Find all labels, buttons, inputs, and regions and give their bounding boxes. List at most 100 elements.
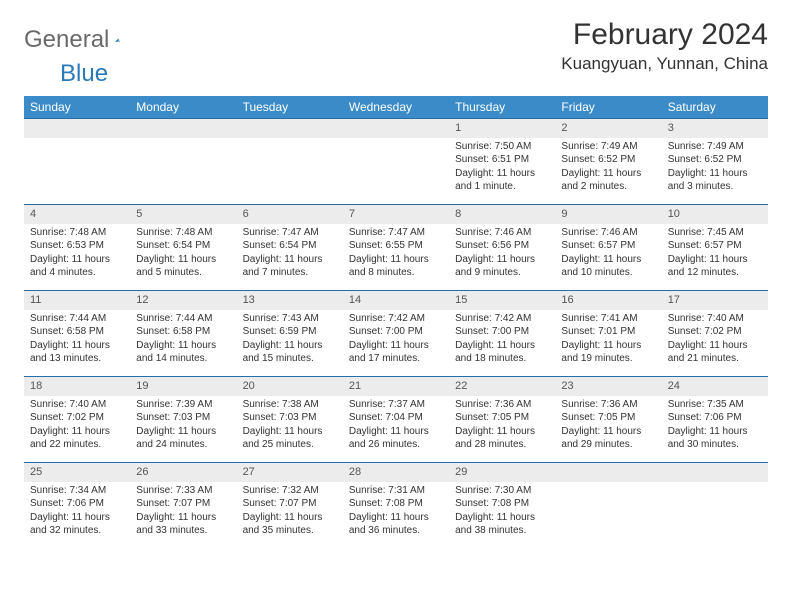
day-content: Sunrise: 7:39 AMSunset: 7:03 PMDaylight:… bbox=[130, 396, 236, 456]
calendar-cell: 10Sunrise: 7:45 AMSunset: 6:57 PMDayligh… bbox=[662, 204, 768, 290]
day-content: Sunrise: 7:31 AMSunset: 7:08 PMDaylight:… bbox=[343, 482, 449, 542]
day-content: Sunrise: 7:42 AMSunset: 7:00 PMDaylight:… bbox=[449, 310, 555, 370]
calendar-cell: 17Sunrise: 7:40 AMSunset: 7:02 PMDayligh… bbox=[662, 290, 768, 376]
calendar-cell: 3Sunrise: 7:49 AMSunset: 6:52 PMDaylight… bbox=[662, 118, 768, 204]
day-number: 28 bbox=[343, 462, 449, 482]
calendar-cell: 26Sunrise: 7:33 AMSunset: 7:07 PMDayligh… bbox=[130, 462, 236, 548]
day-content: Sunrise: 7:50 AMSunset: 6:51 PMDaylight:… bbox=[449, 138, 555, 198]
day-content: Sunrise: 7:33 AMSunset: 7:07 PMDaylight:… bbox=[130, 482, 236, 542]
day-content: Sunrise: 7:36 AMSunset: 7:05 PMDaylight:… bbox=[449, 396, 555, 456]
day-number: 6 bbox=[237, 204, 343, 224]
day-number: 4 bbox=[24, 204, 130, 224]
logo-sail-icon bbox=[115, 30, 120, 50]
day-number: 21 bbox=[343, 376, 449, 396]
calendar-cell: 15Sunrise: 7:42 AMSunset: 7:00 PMDayligh… bbox=[449, 290, 555, 376]
logo: General bbox=[24, 26, 143, 54]
logo-word-1: General bbox=[24, 26, 109, 54]
day-number: 29 bbox=[449, 462, 555, 482]
calendar-cell: 13Sunrise: 7:43 AMSunset: 6:59 PMDayligh… bbox=[237, 290, 343, 376]
day-number: 2 bbox=[555, 118, 661, 138]
title-block: February 2024 Kuangyuan, Yunnan, China bbox=[561, 18, 768, 74]
day-number: 7 bbox=[343, 204, 449, 224]
day-content: Sunrise: 7:48 AMSunset: 6:53 PMDaylight:… bbox=[24, 224, 130, 284]
day-number: 17 bbox=[662, 290, 768, 310]
daynum-bar-empty bbox=[555, 462, 661, 482]
calendar-cell: 6Sunrise: 7:47 AMSunset: 6:54 PMDaylight… bbox=[237, 204, 343, 290]
calendar-cell: 19Sunrise: 7:39 AMSunset: 7:03 PMDayligh… bbox=[130, 376, 236, 462]
day-number: 12 bbox=[130, 290, 236, 310]
calendar-cell: 27Sunrise: 7:32 AMSunset: 7:07 PMDayligh… bbox=[237, 462, 343, 548]
day-content: Sunrise: 7:40 AMSunset: 7:02 PMDaylight:… bbox=[662, 310, 768, 370]
day-header: Friday bbox=[555, 96, 661, 118]
day-content: Sunrise: 7:36 AMSunset: 7:05 PMDaylight:… bbox=[555, 396, 661, 456]
calendar-cell: 4Sunrise: 7:48 AMSunset: 6:53 PMDaylight… bbox=[24, 204, 130, 290]
day-number: 3 bbox=[662, 118, 768, 138]
location: Kuangyuan, Yunnan, China bbox=[561, 54, 768, 74]
calendar-cell bbox=[343, 118, 449, 204]
day-content: Sunrise: 7:35 AMSunset: 7:06 PMDaylight:… bbox=[662, 396, 768, 456]
calendar-cell: 2Sunrise: 7:49 AMSunset: 6:52 PMDaylight… bbox=[555, 118, 661, 204]
daynum-bar-empty bbox=[662, 462, 768, 482]
day-content: Sunrise: 7:38 AMSunset: 7:03 PMDaylight:… bbox=[237, 396, 343, 456]
logo-word-2: Blue bbox=[60, 60, 108, 88]
day-header: Sunday bbox=[24, 96, 130, 118]
calendar-cell bbox=[130, 118, 236, 204]
day-number: 22 bbox=[449, 376, 555, 396]
day-number: 26 bbox=[130, 462, 236, 482]
day-number: 15 bbox=[449, 290, 555, 310]
day-header: Saturday bbox=[662, 96, 768, 118]
day-number: 8 bbox=[449, 204, 555, 224]
daynum-bar-empty bbox=[237, 118, 343, 138]
calendar-week: 4Sunrise: 7:48 AMSunset: 6:53 PMDaylight… bbox=[24, 204, 768, 290]
calendar-cell: 21Sunrise: 7:37 AMSunset: 7:04 PMDayligh… bbox=[343, 376, 449, 462]
day-number: 14 bbox=[343, 290, 449, 310]
calendar-cell: 18Sunrise: 7:40 AMSunset: 7:02 PMDayligh… bbox=[24, 376, 130, 462]
day-content: Sunrise: 7:34 AMSunset: 7:06 PMDaylight:… bbox=[24, 482, 130, 542]
day-number: 19 bbox=[130, 376, 236, 396]
calendar-cell: 20Sunrise: 7:38 AMSunset: 7:03 PMDayligh… bbox=[237, 376, 343, 462]
day-number: 20 bbox=[237, 376, 343, 396]
day-header-row: Sunday Monday Tuesday Wednesday Thursday… bbox=[24, 96, 768, 118]
day-content: Sunrise: 7:49 AMSunset: 6:52 PMDaylight:… bbox=[662, 138, 768, 198]
day-content: Sunrise: 7:32 AMSunset: 7:07 PMDaylight:… bbox=[237, 482, 343, 542]
day-content: Sunrise: 7:30 AMSunset: 7:08 PMDaylight:… bbox=[449, 482, 555, 542]
day-content: Sunrise: 7:43 AMSunset: 6:59 PMDaylight:… bbox=[237, 310, 343, 370]
day-content: Sunrise: 7:42 AMSunset: 7:00 PMDaylight:… bbox=[343, 310, 449, 370]
day-number: 10 bbox=[662, 204, 768, 224]
day-content: Sunrise: 7:49 AMSunset: 6:52 PMDaylight:… bbox=[555, 138, 661, 198]
calendar-cell bbox=[555, 462, 661, 548]
day-header: Thursday bbox=[449, 96, 555, 118]
calendar-cell: 1Sunrise: 7:50 AMSunset: 6:51 PMDaylight… bbox=[449, 118, 555, 204]
day-number: 23 bbox=[555, 376, 661, 396]
day-number: 9 bbox=[555, 204, 661, 224]
calendar-cell: 16Sunrise: 7:41 AMSunset: 7:01 PMDayligh… bbox=[555, 290, 661, 376]
day-content: Sunrise: 7:44 AMSunset: 6:58 PMDaylight:… bbox=[130, 310, 236, 370]
calendar-table: Sunday Monday Tuesday Wednesday Thursday… bbox=[24, 96, 768, 548]
calendar-cell: 22Sunrise: 7:36 AMSunset: 7:05 PMDayligh… bbox=[449, 376, 555, 462]
daynum-bar-empty bbox=[343, 118, 449, 138]
day-content: Sunrise: 7:47 AMSunset: 6:55 PMDaylight:… bbox=[343, 224, 449, 284]
calendar-cell: 23Sunrise: 7:36 AMSunset: 7:05 PMDayligh… bbox=[555, 376, 661, 462]
calendar-cell: 11Sunrise: 7:44 AMSunset: 6:58 PMDayligh… bbox=[24, 290, 130, 376]
day-content: Sunrise: 7:37 AMSunset: 7:04 PMDaylight:… bbox=[343, 396, 449, 456]
day-number: 25 bbox=[24, 462, 130, 482]
calendar-cell: 14Sunrise: 7:42 AMSunset: 7:00 PMDayligh… bbox=[343, 290, 449, 376]
day-content: Sunrise: 7:47 AMSunset: 6:54 PMDaylight:… bbox=[237, 224, 343, 284]
day-header: Wednesday bbox=[343, 96, 449, 118]
daynum-bar-empty bbox=[24, 118, 130, 138]
calendar-week: 18Sunrise: 7:40 AMSunset: 7:02 PMDayligh… bbox=[24, 376, 768, 462]
calendar-cell: 25Sunrise: 7:34 AMSunset: 7:06 PMDayligh… bbox=[24, 462, 130, 548]
calendar-cell: 8Sunrise: 7:46 AMSunset: 6:56 PMDaylight… bbox=[449, 204, 555, 290]
day-number: 11 bbox=[24, 290, 130, 310]
day-number: 24 bbox=[662, 376, 768, 396]
day-number: 27 bbox=[237, 462, 343, 482]
calendar-cell: 24Sunrise: 7:35 AMSunset: 7:06 PMDayligh… bbox=[662, 376, 768, 462]
day-content: Sunrise: 7:45 AMSunset: 6:57 PMDaylight:… bbox=[662, 224, 768, 284]
day-header: Tuesday bbox=[237, 96, 343, 118]
daynum-bar-empty bbox=[130, 118, 236, 138]
day-content: Sunrise: 7:41 AMSunset: 7:01 PMDaylight:… bbox=[555, 310, 661, 370]
calendar-cell: 28Sunrise: 7:31 AMSunset: 7:08 PMDayligh… bbox=[343, 462, 449, 548]
calendar-cell bbox=[237, 118, 343, 204]
calendar-week: 11Sunrise: 7:44 AMSunset: 6:58 PMDayligh… bbox=[24, 290, 768, 376]
day-content: Sunrise: 7:46 AMSunset: 6:56 PMDaylight:… bbox=[449, 224, 555, 284]
